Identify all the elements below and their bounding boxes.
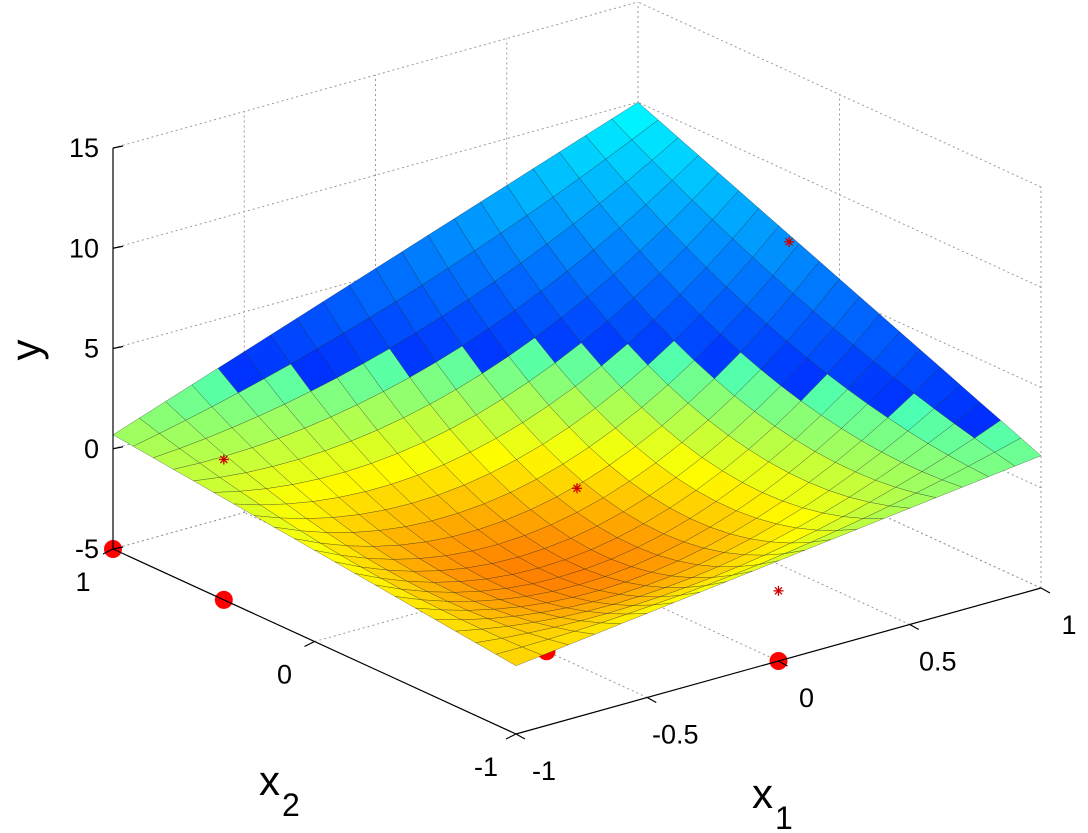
- z-tick: [112, 345, 124, 350]
- z-axis-label: y: [2, 340, 49, 361]
- marker-stroke: [573, 484, 581, 493]
- z-tick-label: 15: [69, 133, 99, 163]
- z-tick-label: -5: [75, 534, 99, 564]
- z-tick: [112, 446, 124, 450]
- grid-line: [637, 1, 1042, 188]
- z-tick: [112, 546, 124, 550]
- marker-stroke: [785, 237, 794, 246]
- x1-tick-label: 1: [1061, 610, 1076, 640]
- x1-tick-label: -1: [532, 756, 556, 786]
- x2-tick-label: -1: [474, 752, 498, 782]
- x1-tick: [778, 660, 788, 667]
- x2-axis-label-base: x: [259, 757, 280, 804]
- x1-tick: [515, 733, 526, 740]
- surface-marker: [218, 454, 229, 465]
- x1-tick: [646, 696, 657, 704]
- x1-tick-label: 0: [799, 683, 814, 713]
- x1-axis-label-base: x: [752, 770, 773, 817]
- marker-stroke: [774, 586, 783, 595]
- x1-tick: [909, 623, 920, 631]
- x2-axis-label: x 2: [259, 757, 300, 823]
- x1-axis-label: x 1: [752, 770, 793, 833]
- x1-tick: [1040, 587, 1051, 594]
- grid-line: [112, 1, 639, 149]
- z-tick-label: 5: [84, 334, 99, 364]
- marker-stroke: [219, 455, 228, 464]
- grid-line: [637, 101, 1042, 288]
- grid-line: [112, 202, 639, 349]
- axis-ticks: -5 0 5 10 15 -1 -0.5 0 0.5 1 -1 0 1: [69, 133, 1077, 786]
- z-tick-label: 10: [69, 233, 99, 263]
- grid-line: [314, 495, 840, 642]
- z-tick: [112, 145, 124, 149]
- surface-patch: [495, 646, 543, 667]
- x2-tick-label: 0: [277, 660, 292, 690]
- x2-tick: [102, 548, 114, 555]
- response-surface: [112, 101, 1042, 667]
- grid-line: [112, 101, 639, 249]
- z-tick: [112, 245, 124, 249]
- surface-marker: [784, 236, 795, 247]
- z-tick-label: 0: [84, 434, 99, 464]
- grid-line: [112, 402, 639, 550]
- x2-axis-label-sub: 2: [282, 787, 300, 823]
- surface-sample-markers: [218, 236, 795, 596]
- surface-marker: [773, 585, 784, 596]
- x1-axis-label-sub: 1: [775, 800, 793, 833]
- x1-tick-label: -0.5: [652, 720, 699, 750]
- x2-tick: [304, 640, 315, 648]
- x2-tick-label: 1: [75, 567, 90, 597]
- x1-tick-label: 0.5: [919, 647, 957, 677]
- surface-marker: [572, 483, 582, 494]
- x2-tick: [505, 733, 517, 740]
